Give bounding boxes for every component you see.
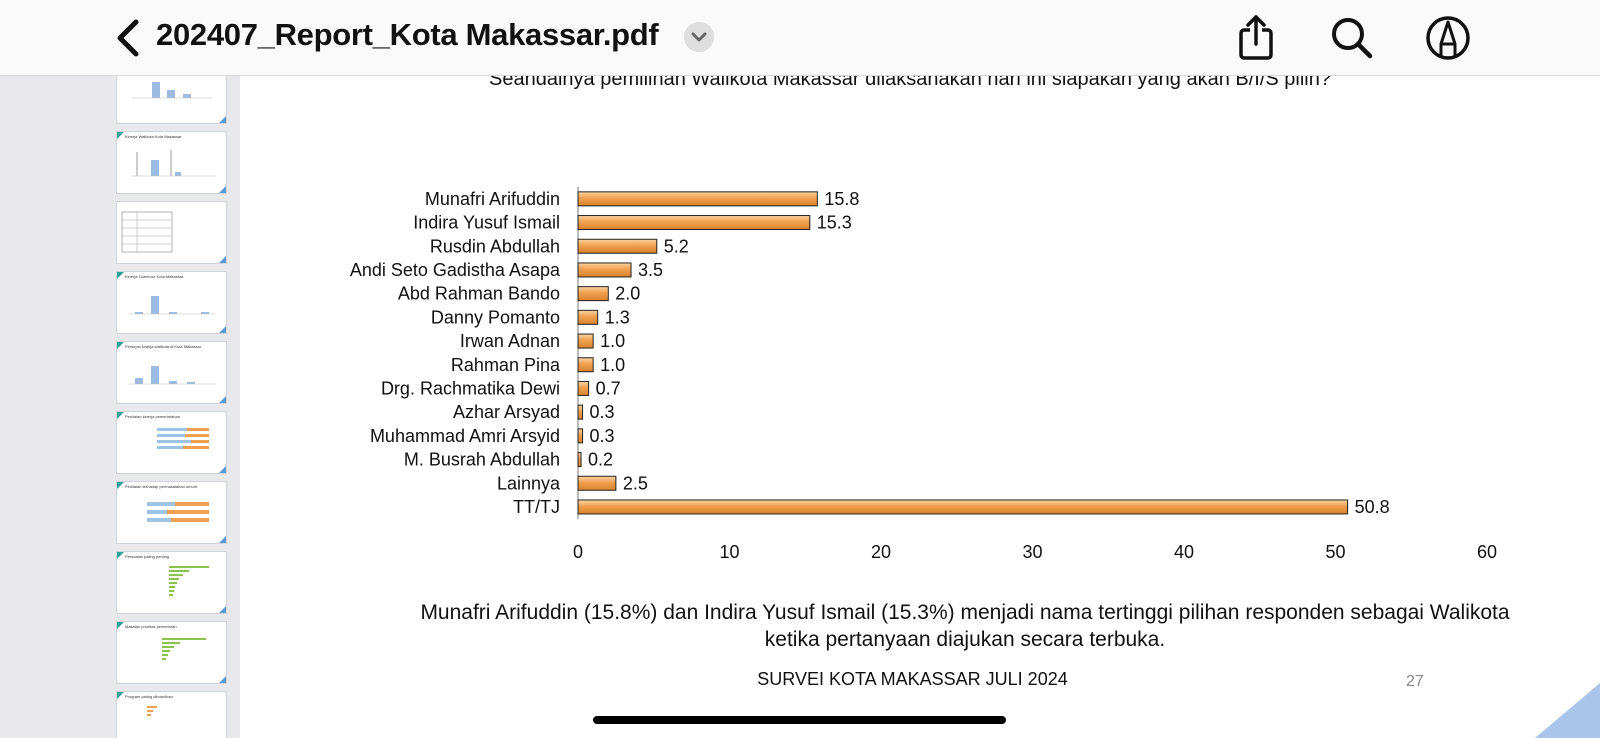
page-thumbnail[interactable]: Penilaian terhadap permasalahan umum [116, 481, 227, 544]
thumbnail-title: Kinerja Walikota Kota Makassar [125, 134, 182, 139]
thumbnail-preview [147, 502, 209, 522]
value-label: 0.2 [588, 450, 613, 470]
thumbnail-preview [132, 82, 212, 99]
category-label: Rusdin Abdullah [430, 236, 560, 256]
category-label: Rahman Pina [451, 355, 561, 375]
thumbnail-title: Kinerja Gubernur Kota Makassar [125, 274, 184, 279]
x-tick-label: 50 [1325, 542, 1345, 562]
thumbnail-sidebar[interactable]: Kinerja Walikota Kota Makassar Kinerja G… [0, 75, 240, 738]
x-tick-label: 60 [1477, 542, 1497, 562]
page-thumbnail[interactable]: Penilaian kinerja pemerintahan [116, 411, 227, 474]
page-thumbnail[interactable]: Program paling dibutuhkan [116, 691, 227, 738]
slide-page: Seandainya pemilihan Walikota Makassar d… [240, 75, 1600, 738]
page-thumbnail[interactable]: Persepsi kinerja walikota di Kota Makass… [116, 341, 227, 404]
thumbnail-preview [121, 211, 173, 253]
bar [577, 404, 584, 420]
page-number: 27 [1406, 673, 1424, 690]
value-label: 0.7 [596, 378, 621, 398]
thumbnail-preview [157, 428, 209, 449]
bar [577, 380, 590, 396]
thumbnail-title: Program paling dibutuhkan [125, 694, 173, 699]
value-label: 0.3 [590, 426, 615, 446]
bar [577, 238, 658, 254]
x-tick-label: 10 [719, 542, 739, 562]
category-label: Danny Pomanto [431, 307, 560, 327]
bar [577, 191, 818, 207]
page-thumbnail[interactable]: Persoalan paling penting [116, 551, 227, 614]
value-label: 1.3 [605, 307, 630, 327]
value-label: 2.0 [615, 284, 640, 304]
thumbnail-title: Persepsi kinerja walikota di Kota Makass… [125, 344, 202, 349]
value-label: 0.3 [590, 402, 615, 422]
category-label: Abd Rahman Bando [398, 284, 560, 304]
thumbnail-title: Masalah prioritas pemerintah [125, 624, 177, 629]
x-tick-label: 30 [1022, 542, 1042, 562]
home-indicator[interactable] [593, 716, 1006, 724]
thumbnail-preview [132, 150, 215, 177]
document-title[interactable]: 202407_Report_Kota Makassar.pdf [156, 17, 659, 52]
value-label: 2.5 [623, 473, 648, 493]
category-label: Muhammad Amri Arsyid [370, 426, 560, 446]
thumbnail-preview [169, 566, 209, 596]
thumbnail-title: Penilaian terhadap permasalahan umum [125, 484, 198, 489]
share-icon[interactable] [1232, 14, 1280, 62]
value-label: 15.3 [817, 213, 852, 233]
thumbnail-title: Persoalan paling penting [125, 554, 170, 559]
x-tick-label: 40 [1174, 542, 1194, 562]
value-label: 5.2 [664, 236, 689, 256]
thumbnail-preview [147, 706, 157, 716]
bar [577, 286, 609, 302]
category-label: Indira Yusuf Ismail [413, 213, 560, 233]
chevron-left-icon[interactable] [112, 18, 146, 58]
category-label: Munafri Arifuddin [425, 189, 560, 209]
bar [577, 428, 584, 444]
search-icon[interactable] [1328, 14, 1376, 62]
page-thumbnail[interactable]: Kinerja Walikota Kota Makassar [116, 131, 227, 194]
thumbnail-preview [162, 638, 206, 660]
category-label: TT/TJ [513, 497, 560, 517]
value-label: 1.0 [600, 355, 625, 375]
page-thumbnail[interactable] [116, 75, 227, 124]
page-thumbnail[interactable]: Masalah prioritas pemerintah [116, 621, 227, 684]
summary-line-1: Munafri Arifuddin (15.8%) dan Indira Yus… [420, 601, 1510, 624]
bar [577, 475, 617, 491]
thumbnail-preview [129, 366, 215, 385]
bar-chart: Munafri Arifuddin 15.8 Indira Yusuf Ismail… [350, 187, 1497, 562]
bar [577, 309, 599, 325]
value-label: 3.5 [638, 260, 663, 280]
category-label: Andi Seto Gadistha Asapa [350, 260, 561, 280]
value-label: 1.0 [600, 331, 625, 351]
x-tick-label: 0 [573, 542, 583, 562]
markup-icon[interactable] [1424, 14, 1472, 62]
page-thumbnail[interactable]: Kinerja Gubernur Kota Makassar [116, 271, 227, 334]
bar [577, 499, 1349, 515]
summary-line-2: ketika pertanyaan diajukan secara terbuk… [764, 628, 1166, 651]
category-label: M. Busrah Abdullah [404, 450, 560, 470]
x-tick-label: 20 [871, 542, 891, 562]
value-label: 15.8 [824, 189, 859, 209]
category-label: Irwan Adnan [460, 331, 560, 351]
bar [577, 452, 582, 468]
toolbar: 202407_Report_Kota Makassar.pdf [0, 0, 1600, 76]
slide-summary: Munafri Arifuddin (15.8%) dan Indira Yus… [330, 599, 1600, 653]
slide-footer: SURVEI KOTA MAKASSAR JULI 2024 [757, 669, 1068, 689]
bar [577, 262, 632, 278]
chevron-down-icon[interactable] [684, 22, 714, 52]
value-label: 50.8 [1355, 497, 1390, 517]
thumbnail-title: Penilaian kinerja pemerintahan [125, 414, 180, 419]
chart-question: Seandainya pemilihan Walikota Makassar d… [489, 75, 1331, 90]
category-label: Drg. Rachmatika Dewi [381, 378, 560, 398]
bar [577, 215, 811, 231]
category-label: Azhar Arsyad [453, 402, 560, 422]
category-label: Lainnya [497, 473, 561, 493]
bar [577, 357, 594, 373]
bar [577, 333, 594, 349]
slide-corner-decoration [1535, 683, 1600, 738]
thumbnail-preview [129, 296, 215, 315]
page-thumbnail[interactable] [116, 201, 227, 264]
